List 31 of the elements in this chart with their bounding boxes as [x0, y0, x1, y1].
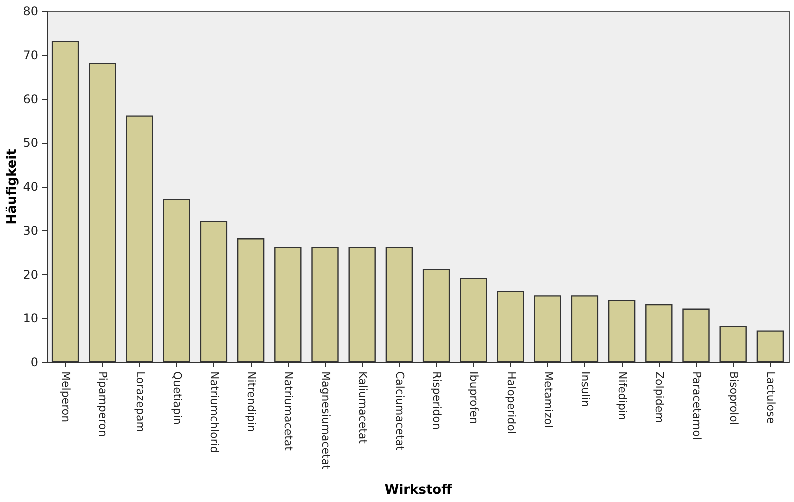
x-tick-label: Insulin: [578, 372, 592, 408]
y-tick-label: 10: [23, 312, 38, 326]
x-tick-label: Zolpidem: [653, 372, 666, 424]
x-tick-label: Natriumacetat: [282, 372, 296, 452]
y-tick-label: 0: [30, 356, 38, 370]
y-tick-label: 80: [23, 4, 38, 18]
x-tick-label: Metamizol: [542, 372, 555, 428]
x-tick-label: Ibuprofen: [468, 372, 481, 424]
x-tick-label: Calciumacetat: [393, 372, 406, 452]
x-tick-label: Nitrendipin: [245, 372, 258, 432]
y-tick-label: 40: [23, 180, 38, 194]
x-tick-label: Risperidon: [430, 372, 444, 430]
x-tick-label: Quetiapin: [170, 372, 184, 426]
y-tick-label: 70: [23, 48, 38, 62]
x-axis-title: Wirkstoff: [384, 482, 453, 498]
x-tick-label: Pipamperon: [96, 372, 110, 438]
y-tick-label: 30: [23, 224, 38, 238]
y-axis-title: Häufigkeit: [5, 149, 20, 225]
x-tick-label: Lactulose: [764, 372, 778, 424]
x-tick-label: Haloperidol: [504, 372, 518, 434]
x-tick-label: Magnesiumacetat: [319, 372, 332, 471]
x-tick-label: Natriumchlorid: [208, 372, 221, 454]
x-tick-label: Kaliumacetat: [356, 372, 370, 445]
x-tick-label: Paracetamol: [690, 372, 704, 440]
x-tick-label: Nifedipin: [616, 372, 630, 420]
y-tick-label: 20: [23, 268, 38, 282]
y-tick-label: 50: [23, 136, 38, 150]
y-tick-label: 60: [23, 92, 38, 106]
x-tick-label: Melperon: [60, 372, 73, 423]
x-tick-label: Bisoprolol: [727, 372, 740, 426]
x-tick-label: Lorazepam: [134, 372, 147, 432]
